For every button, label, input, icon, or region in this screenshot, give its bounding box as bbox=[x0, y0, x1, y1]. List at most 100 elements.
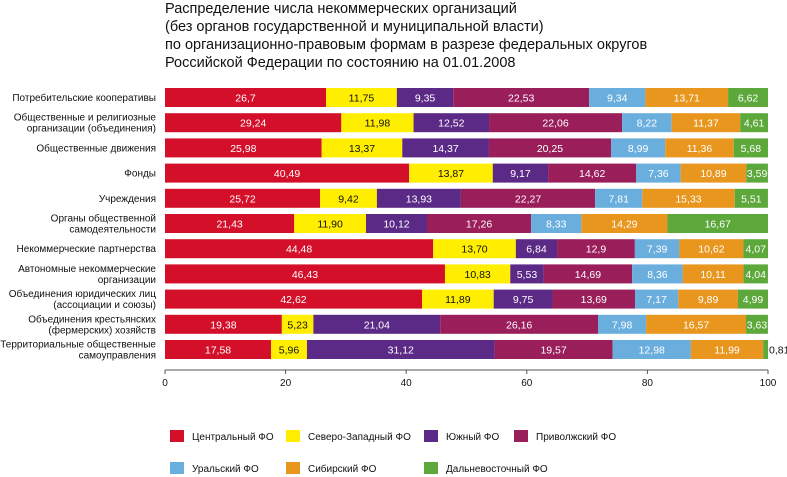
data-label: 12,9 bbox=[586, 244, 607, 256]
bar-segment bbox=[598, 314, 647, 334]
bar-segment bbox=[165, 214, 295, 233]
data-label: 8,36 bbox=[647, 269, 668, 281]
bar-segment bbox=[165, 289, 422, 309]
data-label: 14,69 bbox=[575, 269, 601, 281]
data-label: 10,62 bbox=[698, 244, 724, 256]
category-label: Территориальные общественные bbox=[0, 339, 156, 351]
data-label: 4,07 bbox=[746, 244, 767, 256]
data-label: 21,43 bbox=[216, 219, 242, 231]
bar-segment bbox=[165, 340, 272, 359]
data-label: 5,23 bbox=[287, 319, 308, 331]
data-label: 13,87 bbox=[438, 168, 464, 180]
data-label: 14,62 bbox=[579, 168, 605, 180]
category-label: Общественные движения bbox=[36, 142, 156, 154]
data-label: 7,81 bbox=[609, 193, 630, 205]
data-label: 11,98 bbox=[365, 118, 391, 130]
bar-segment bbox=[595, 188, 643, 208]
data-label: 29,24 bbox=[240, 118, 266, 130]
data-label: 12,98 bbox=[639, 345, 665, 357]
data-label: 6,62 bbox=[738, 93, 759, 105]
x-tick-label: 100 bbox=[760, 378, 777, 389]
bar-segment bbox=[612, 340, 691, 359]
data-label: 20,25 bbox=[537, 143, 563, 155]
data-label: 0,81 bbox=[769, 345, 787, 357]
chart-title-line: (без органов государственной и муниципал… bbox=[165, 19, 544, 35]
category-label: Общественные и религиозные bbox=[14, 112, 157, 124]
data-label: 40,49 bbox=[274, 168, 300, 180]
bar-segment bbox=[165, 264, 445, 284]
data-label: 26,7 bbox=[235, 93, 256, 105]
bar-segment bbox=[552, 289, 636, 309]
data-label: 10,12 bbox=[383, 219, 409, 231]
data-label: 9,42 bbox=[338, 193, 359, 205]
legend-label: Центральный ФО bbox=[192, 432, 274, 443]
data-label: 13,37 bbox=[349, 143, 375, 155]
x-tick-label: 40 bbox=[401, 378, 413, 389]
bar-segment bbox=[737, 289, 768, 309]
data-label: 8,33 bbox=[546, 219, 567, 231]
bar-segment bbox=[165, 163, 410, 183]
bar-segment bbox=[341, 113, 414, 133]
bar-segment bbox=[632, 264, 683, 284]
category-label: самоуправления bbox=[79, 351, 156, 362]
category-label: Автономные некоммерческие bbox=[18, 264, 156, 275]
category-label: Объединения юридических лиц bbox=[9, 288, 157, 300]
bar-segment bbox=[440, 314, 599, 334]
data-label: 14,37 bbox=[432, 143, 458, 155]
chart-title-line: Российской Федерации по состоянию на 01.… bbox=[165, 55, 515, 71]
bar-segment bbox=[492, 163, 549, 183]
data-label: 5,96 bbox=[279, 345, 300, 357]
bars: 26,7 11,75 9,35 22,53 9,34 13,71 6,62 29,24 11,9… bbox=[165, 88, 787, 359]
data-label: 7,98 bbox=[612, 319, 633, 331]
data-label: 8,99 bbox=[628, 143, 649, 155]
bar-segment bbox=[531, 214, 582, 233]
data-label: 42,62 bbox=[280, 294, 306, 306]
bar-segment bbox=[548, 163, 637, 183]
bar-segment bbox=[421, 289, 494, 309]
bar-segment bbox=[690, 340, 764, 359]
bar-segment bbox=[678, 289, 738, 309]
bar-segment bbox=[281, 314, 314, 334]
data-label: 7,36 bbox=[648, 168, 669, 180]
bar-segment bbox=[734, 188, 768, 208]
bar-segment bbox=[680, 163, 747, 183]
legend-label: Северо-Западный ФО bbox=[308, 432, 411, 443]
bar-segment bbox=[376, 188, 461, 208]
data-label: 4,04 bbox=[746, 269, 767, 281]
data-label: 11,89 bbox=[445, 294, 471, 306]
bar-segment bbox=[665, 138, 734, 158]
bar-segment bbox=[365, 214, 428, 233]
bar-segment bbox=[396, 88, 454, 107]
bar-segment bbox=[413, 113, 490, 133]
legend-swatch bbox=[424, 430, 438, 442]
bar-segment bbox=[165, 188, 321, 208]
bar-segment bbox=[165, 239, 434, 259]
data-label: 19,38 bbox=[210, 319, 236, 331]
category-label: (ассоциации и союзы) bbox=[53, 300, 156, 311]
chart-title-line: по организационно-правовым формам в разр… bbox=[165, 37, 647, 53]
bar-segment bbox=[682, 264, 744, 284]
data-label: 3,63 bbox=[747, 319, 768, 331]
data-label: 5,51 bbox=[741, 193, 762, 205]
data-label: 9,35 bbox=[415, 93, 436, 105]
bar-segment bbox=[557, 239, 635, 259]
legend-swatch bbox=[514, 430, 528, 442]
data-label: 21,04 bbox=[364, 319, 390, 331]
category-label: (фермерских) хозяйств bbox=[48, 324, 156, 336]
data-label: 8,22 bbox=[637, 118, 658, 130]
data-label: 11,90 bbox=[317, 219, 343, 231]
bar-segment bbox=[489, 113, 623, 133]
bar-segment bbox=[763, 340, 769, 359]
data-label: 5,53 bbox=[517, 269, 538, 281]
data-label: 10,89 bbox=[700, 168, 726, 180]
bar-segment bbox=[493, 289, 553, 309]
legend-label: Приволжский ФО bbox=[536, 432, 616, 443]
legend-swatch bbox=[170, 430, 184, 442]
category-label: Некоммерческие партнерства bbox=[17, 244, 157, 255]
chart-title: Распределение числа некоммерческих орган… bbox=[165, 1, 647, 71]
bar-segment bbox=[743, 239, 768, 259]
legend-label: Дальневосточный ФО bbox=[446, 464, 548, 475]
bar-segment bbox=[679, 239, 744, 259]
category-label: Фонды bbox=[124, 169, 156, 180]
